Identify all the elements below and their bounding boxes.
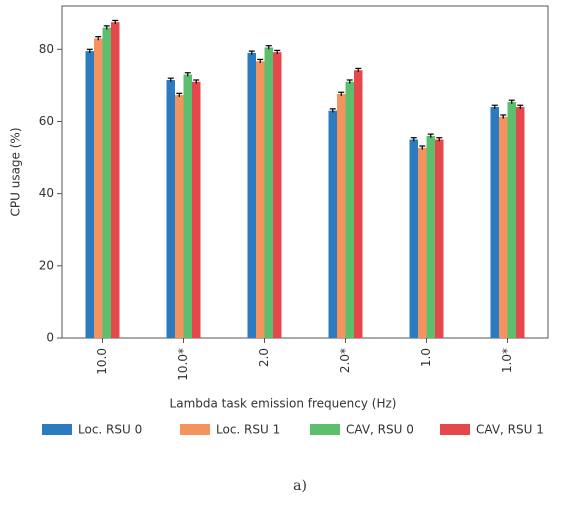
x-tick-label: 2.0* (338, 348, 352, 373)
bar (345, 81, 354, 339)
y-tick-label: 40 (39, 186, 54, 200)
bar (516, 107, 525, 338)
legend-label: Loc. RSU 1 (216, 423, 280, 437)
bar (418, 147, 427, 338)
bar (337, 94, 346, 338)
x-tick-label: 1.0 (419, 348, 433, 367)
bar (175, 95, 184, 338)
bar (354, 70, 363, 339)
legend-swatch (180, 424, 210, 435)
bar (85, 51, 94, 338)
y-tick-label: 0 (46, 331, 54, 345)
caption: a) (293, 478, 307, 494)
legend-label: CAV, RSU 0 (346, 423, 414, 437)
bar (166, 79, 175, 338)
x-tick-label: 10.0 (95, 348, 109, 375)
legend-label: CAV, RSU 1 (476, 423, 544, 437)
legend-swatch (42, 424, 72, 435)
x-tick-label: 1.0* (500, 348, 514, 373)
legend-swatch (440, 424, 470, 435)
y-axis-label: CPU usage (%) (9, 127, 23, 216)
bar (247, 52, 256, 338)
bar (507, 101, 516, 338)
y-tick-label: 60 (39, 114, 54, 128)
bar (94, 38, 103, 338)
y-tick-label: 20 (39, 258, 54, 272)
bar (409, 139, 418, 338)
bar (499, 116, 508, 338)
y-tick-label: 80 (39, 42, 54, 56)
bar (426, 135, 435, 338)
bar (111, 22, 120, 338)
bar (102, 27, 111, 339)
bar (256, 61, 265, 338)
legend-label: Loc. RSU 0 (78, 423, 142, 437)
bar (435, 139, 444, 338)
bar (192, 81, 201, 339)
x-tick-label: 2.0 (257, 348, 271, 367)
bar (273, 52, 282, 338)
x-tick-label: 10.0* (176, 348, 190, 381)
bar (264, 47, 273, 338)
legend-swatch (310, 424, 340, 435)
plot-frame (61, 5, 549, 339)
bar (183, 74, 192, 338)
x-axis-label: Lambda task emission frequency (Hz) (170, 397, 397, 411)
bar (328, 110, 337, 338)
bar (490, 107, 499, 338)
